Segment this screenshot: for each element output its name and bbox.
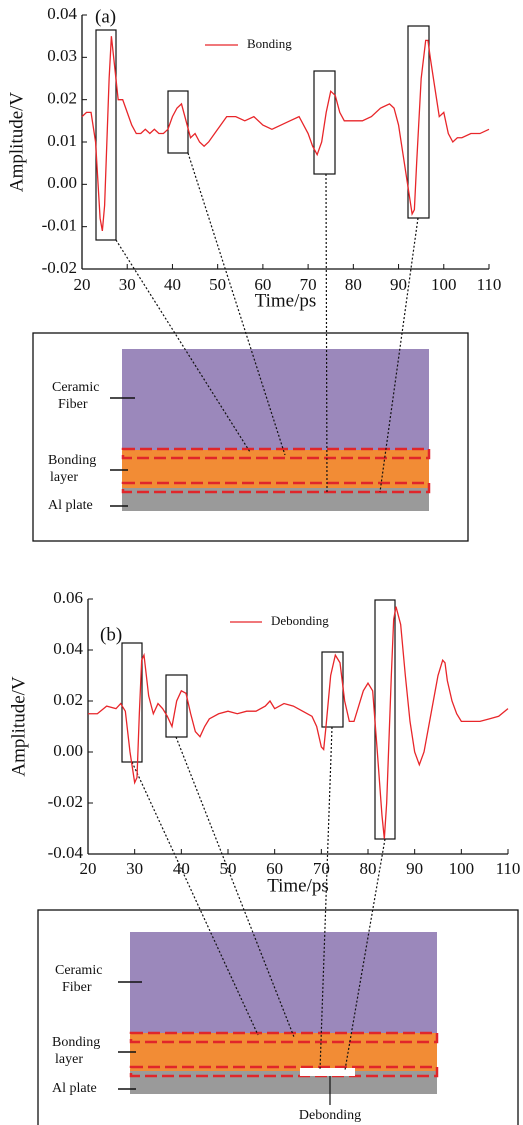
interface-box: [129, 1031, 439, 1044]
al-plate: [122, 488, 429, 511]
y-tick-label: -0.01: [42, 216, 77, 235]
frame: [32, 332, 469, 542]
label: Al plate: [48, 498, 93, 513]
x-tick-label: 20: [74, 275, 91, 294]
x-tick-label: 110: [496, 859, 521, 878]
x-tick-label: 100: [431, 275, 457, 294]
diagram-a: Ceramic Fiber Bonding layer Al plate: [32, 332, 469, 542]
highlight-box: [121, 642, 143, 763]
interface-box: [121, 481, 431, 494]
x-tick-label: 40: [173, 859, 190, 878]
highlight-box: [407, 25, 430, 219]
y-tick-label: 0.04: [47, 4, 77, 23]
y-tick-label: -0.02: [48, 792, 83, 811]
label: Fiber: [58, 397, 88, 412]
ceramic-layer: [122, 349, 429, 450]
highlight-box: [374, 599, 396, 840]
interface-box: [129, 1065, 439, 1078]
label: Ceramic: [55, 963, 102, 978]
y-tick-label: 0.01: [47, 131, 77, 150]
legend-label: Debonding: [271, 613, 329, 628]
y-axis-title: Amplitude/V: [6, 92, 27, 193]
connector: [325, 173, 328, 493]
highlight-box: [167, 90, 189, 154]
x-tick-label: 90: [406, 859, 423, 878]
y-tick-label: -0.02: [42, 258, 77, 277]
label: Bonding: [52, 1035, 100, 1050]
x-tick-label: 50: [220, 859, 237, 878]
y-tick-label: 0.03: [47, 46, 77, 65]
interface-box: [121, 447, 431, 460]
x-tick-label: 70: [313, 859, 330, 878]
y-tick-label: 0.06: [53, 588, 83, 607]
y-tick-label: 0.04: [53, 639, 83, 658]
x-tick-label: 110: [477, 275, 502, 294]
connector: [187, 152, 286, 456]
highlight-box: [95, 29, 117, 241]
ceramic-layer: [130, 932, 437, 1033]
label: Debonding: [299, 1108, 361, 1123]
label: Fiber: [62, 980, 92, 995]
x-tick-label: 70: [300, 275, 317, 294]
label: layer: [55, 1052, 83, 1067]
y-tick-label: 0.00: [53, 741, 83, 760]
label: Al plate: [52, 1081, 97, 1096]
x-tick-label: 50: [209, 275, 226, 294]
y-tick-label: -0.04: [48, 843, 84, 862]
x-tick-label: 40: [164, 275, 181, 294]
panel-label: (b): [100, 624, 122, 645]
bonding-layer: [130, 1033, 437, 1071]
x-tick-label: 100: [449, 859, 475, 878]
x-tick-label: 60: [254, 275, 271, 294]
frame: [37, 909, 519, 1125]
legend-label: Bonding: [247, 36, 292, 51]
y-axis-title: Amplitude/V: [8, 676, 29, 777]
connector: [319, 726, 333, 1071]
x-axis-title: Time/ps: [255, 290, 317, 311]
y-tick-label: 0.02: [47, 89, 77, 108]
highlight-box: [313, 70, 336, 175]
debond-gap: [300, 1068, 355, 1076]
data-line: [88, 606, 509, 839]
label: Bonding: [48, 453, 96, 468]
x-tick-label: 90: [390, 275, 407, 294]
highlights: [95, 25, 430, 1071]
diagram-b: Ceramic Fiber Bonding layer Al plate Deb…: [37, 909, 519, 1125]
y-tick-label: 0.00: [47, 173, 77, 192]
x-tick-label: 20: [80, 859, 97, 878]
x-tick-label: 60: [266, 859, 283, 878]
x-tick-label: 80: [360, 859, 377, 878]
y-tick-label: 0.02: [53, 690, 83, 709]
x-tick-label: 30: [126, 859, 143, 878]
label: Ceramic: [52, 380, 99, 395]
connector: [344, 838, 386, 1071]
al-plate: [130, 1071, 437, 1094]
x-tick-label: 30: [119, 275, 136, 294]
label: layer: [50, 470, 78, 485]
connector: [175, 736, 295, 1038]
connector: [115, 239, 251, 453]
data-line: [81, 36, 490, 232]
x-tick-label: 80: [345, 275, 362, 294]
x-axis-title: Time/ps: [267, 875, 329, 896]
highlight-box: [165, 674, 188, 738]
bonding-layer: [122, 450, 429, 488]
panel-label: (a): [95, 6, 116, 27]
